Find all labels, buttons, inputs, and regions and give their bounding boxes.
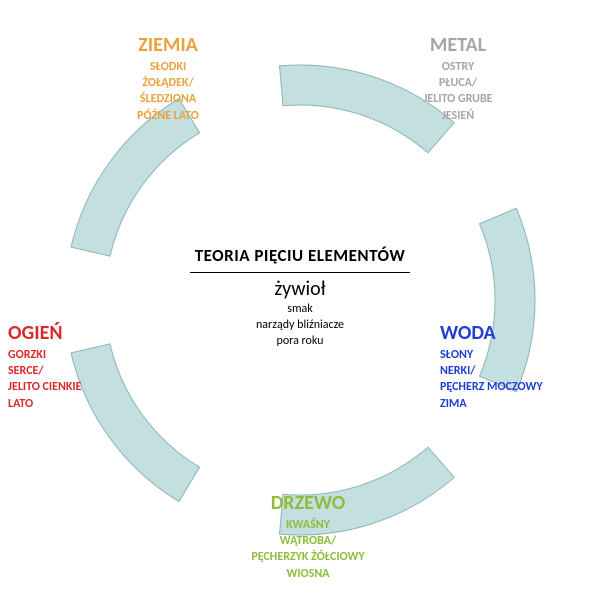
element-woda: WODA SŁONY NERKI/ PĘCHERZ MOCZOWY ZIMA — [440, 320, 600, 412]
center-line-0: smak — [160, 301, 440, 317]
element-line: GORZKI — [8, 347, 158, 363]
element-line: JESIEŃ — [378, 108, 538, 124]
element-line: ŻOŁĄDEK/ — [98, 75, 238, 91]
center-subtitle: żywioł — [160, 277, 440, 301]
element-name: DRZEWO — [218, 490, 398, 517]
element-line: NERKI/ — [440, 363, 600, 379]
element-ziemia: ZIEMIA SŁODKI ŻOŁĄDEK/ ŚLEDZIONA PÓŹNE L… — [98, 32, 238, 124]
element-line: LATO — [8, 396, 158, 412]
five-elements-diagram: TEORIA PIĘCIU ELEMENTÓW żywioł smak narz… — [0, 0, 600, 600]
center-divider — [190, 272, 410, 273]
center-title: TEORIA PIĘCIU ELEMENTÓW — [160, 245, 440, 266]
element-line: OSTRY — [378, 59, 538, 75]
element-line: WĄTROBA/ — [218, 533, 398, 549]
element-line: ŚLEDZIONA — [98, 91, 238, 107]
element-name: WODA — [440, 320, 600, 347]
element-name: OGIEŃ — [8, 320, 158, 347]
element-line: SŁODKI — [98, 59, 238, 75]
element-line: SERCE/ — [8, 363, 158, 379]
center-block: TEORIA PIĘCIU ELEMENTÓW żywioł smak narz… — [160, 245, 440, 350]
element-line: KWAŚNY — [218, 517, 398, 533]
element-metal: METAL OSTRY PŁUCA/ JELITO GRUBE JESIEŃ — [378, 32, 538, 124]
element-line: PŁUCA/ — [378, 75, 538, 91]
element-line: ZIMA — [440, 396, 600, 412]
element-line: WIOSNA — [218, 566, 398, 582]
element-line: PĘCHERZYK ŻÓŁCIOWY — [218, 549, 398, 565]
element-ogien: OGIEŃ GORZKI SERCE/ JELITO CIENKIE LATO — [8, 320, 158, 412]
center-line-2: pora roku — [160, 333, 440, 349]
element-line: PÓŹNE LATO — [98, 108, 238, 124]
element-line: JELITO GRUBE — [378, 91, 538, 107]
element-line: JELITO CIENKIE — [8, 379, 158, 395]
element-name: ZIEMIA — [98, 32, 238, 59]
element-drzewo: DRZEWO KWAŚNY WĄTROBA/ PĘCHERZYK ŻÓŁCIOW… — [218, 490, 398, 582]
element-line: SŁONY — [440, 347, 600, 363]
element-line: PĘCHERZ MOCZOWY — [440, 379, 600, 395]
center-line-1: narządy bliźniacze — [160, 317, 440, 333]
element-name: METAL — [378, 32, 538, 59]
